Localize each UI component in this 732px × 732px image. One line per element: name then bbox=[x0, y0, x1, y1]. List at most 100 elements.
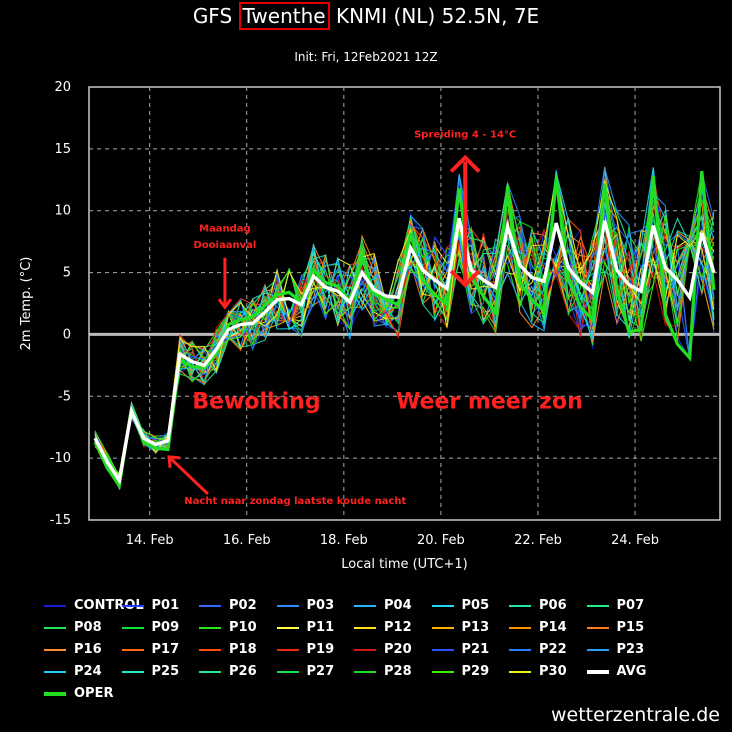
legend-label: P29 bbox=[461, 664, 490, 679]
series-line-oper bbox=[93, 170, 716, 490]
series-line-p16 bbox=[94, 192, 715, 482]
legend-swatch bbox=[276, 648, 299, 651]
annotation-bewolking: Bewolking bbox=[192, 390, 320, 415]
legend-label: P02 bbox=[229, 598, 257, 613]
legend-item-p17: P17 bbox=[121, 642, 180, 657]
legend-label: P17 bbox=[151, 642, 180, 657]
spread-arrow-head-up bbox=[449, 154, 481, 173]
legend-item-p12: P12 bbox=[354, 620, 412, 635]
ensemble-line-chart: 20 15 10 5 0 -5 -10 -15 14. Feb 16. Feb 18. Feb 20.… bbox=[19, 80, 721, 572]
thaw-arrow-head bbox=[217, 298, 233, 310]
series-line-p02 bbox=[94, 172, 715, 488]
title-suffix: KNMI (NL) 52.5N, 7E bbox=[329, 4, 540, 28]
x-tick-label: 22. Feb bbox=[514, 533, 562, 548]
legend-label: P22 bbox=[539, 642, 567, 657]
legend-item-p04: P04 bbox=[354, 598, 412, 613]
series-line-p10 bbox=[94, 171, 715, 481]
legend-swatch bbox=[586, 604, 609, 607]
legend-label: P27 bbox=[306, 664, 335, 679]
annotation-cold-night-label: Nacht naar zondag laatste koude nacht bbox=[184, 496, 406, 507]
series-line-p24 bbox=[94, 167, 715, 475]
chart-title: GFS Twenthe KNMI (NL) 52.5N, 7E bbox=[0, 2, 732, 30]
legend-item-p25: P25 bbox=[121, 664, 179, 679]
x-tick-label: 20. Feb bbox=[417, 533, 465, 548]
legend-item-p14: P14 bbox=[509, 620, 567, 635]
legend-swatch bbox=[586, 626, 609, 629]
legend-swatch bbox=[354, 604, 376, 607]
legend-swatch bbox=[586, 648, 609, 651]
series-line-p19 bbox=[94, 173, 715, 490]
legend-label: P30 bbox=[539, 664, 567, 679]
legend-label: P16 bbox=[74, 642, 102, 657]
series-line-p25 bbox=[94, 172, 715, 491]
legend-item-p07: P07 bbox=[586, 598, 644, 613]
legend-label: P14 bbox=[539, 620, 567, 635]
legend-label: P23 bbox=[616, 642, 645, 657]
legend-label: P06 bbox=[539, 598, 567, 613]
legend-item-p18: P18 bbox=[199, 642, 257, 657]
legend-swatch bbox=[121, 626, 144, 629]
legend-label: P04 bbox=[384, 598, 412, 613]
legend-swatch bbox=[431, 648, 454, 651]
legend-item-p01: P01 bbox=[121, 598, 180, 613]
legend-swatch bbox=[431, 670, 454, 673]
series-line-p28 bbox=[94, 176, 715, 482]
legend-label: P09 bbox=[151, 620, 180, 635]
series-line-p05 bbox=[94, 167, 715, 479]
x-tick-label: 24. Feb bbox=[611, 533, 659, 548]
legend-item-p30: P30 bbox=[509, 664, 567, 679]
series-line-p03 bbox=[94, 166, 715, 485]
series-line-p20 bbox=[94, 179, 715, 487]
legend-swatch bbox=[44, 691, 66, 696]
legend-label: P15 bbox=[616, 620, 645, 635]
y-tick-label: 20 bbox=[54, 80, 71, 95]
series-line-p04 bbox=[94, 173, 715, 482]
series-line-avg bbox=[93, 217, 716, 485]
legend-swatch bbox=[431, 604, 454, 607]
legend-swatch bbox=[276, 626, 299, 629]
legend-label: P10 bbox=[229, 620, 257, 635]
legend-label: P26 bbox=[229, 664, 257, 679]
legend-swatch bbox=[44, 626, 66, 629]
legend-label: P21 bbox=[461, 642, 490, 657]
y-tick-label: -10 bbox=[50, 451, 71, 466]
series-line-p27 bbox=[94, 175, 715, 485]
legend-swatch bbox=[199, 670, 221, 673]
y-tick-label: 0 bbox=[63, 327, 71, 342]
x-tick-label: 18. Feb bbox=[320, 533, 368, 548]
legend-label: P12 bbox=[384, 620, 412, 635]
legend-swatch bbox=[354, 670, 376, 673]
spread-arrow-head-down bbox=[449, 269, 481, 288]
legend-swatch bbox=[121, 604, 144, 607]
legend-item-p21: P21 bbox=[431, 642, 490, 657]
legend-label: P01 bbox=[151, 598, 180, 613]
legend-label: OPER bbox=[74, 686, 114, 701]
legend-label: P24 bbox=[74, 664, 102, 679]
legend-swatch bbox=[199, 648, 221, 651]
legend-swatch bbox=[276, 670, 299, 673]
annotation-meer-zon: Weer meer zon bbox=[396, 390, 583, 415]
legend-item-p22: P22 bbox=[509, 642, 567, 657]
x-axis-label: Local time (UTC+1) bbox=[341, 557, 467, 572]
legend-label: P18 bbox=[229, 642, 257, 657]
y-tick-label: 15 bbox=[54, 142, 71, 157]
legend-label: P03 bbox=[306, 598, 335, 613]
series-line-p18 bbox=[94, 199, 715, 475]
legend-swatch bbox=[509, 626, 531, 629]
legend-item-p02: P02 bbox=[199, 598, 257, 613]
legend-label: P28 bbox=[384, 664, 412, 679]
legend-label: P05 bbox=[461, 598, 490, 613]
legend-swatch bbox=[121, 670, 144, 673]
legend-item-p28: P28 bbox=[354, 664, 412, 679]
series-line-p15 bbox=[94, 183, 715, 485]
x-tick-label: 14. Feb bbox=[126, 533, 174, 548]
series-line-p23 bbox=[94, 168, 715, 478]
series-line-p26 bbox=[94, 174, 715, 488]
legend-item-p06: P06 bbox=[509, 598, 567, 613]
legend-item-p11: P11 bbox=[276, 620, 334, 635]
legend-item-oper: OPER bbox=[44, 686, 113, 701]
legend-swatch bbox=[509, 648, 531, 651]
legend-item-p13: P13 bbox=[431, 620, 489, 635]
annotation-monday-label: Maandag bbox=[199, 224, 251, 235]
legend-swatch bbox=[354, 626, 376, 629]
